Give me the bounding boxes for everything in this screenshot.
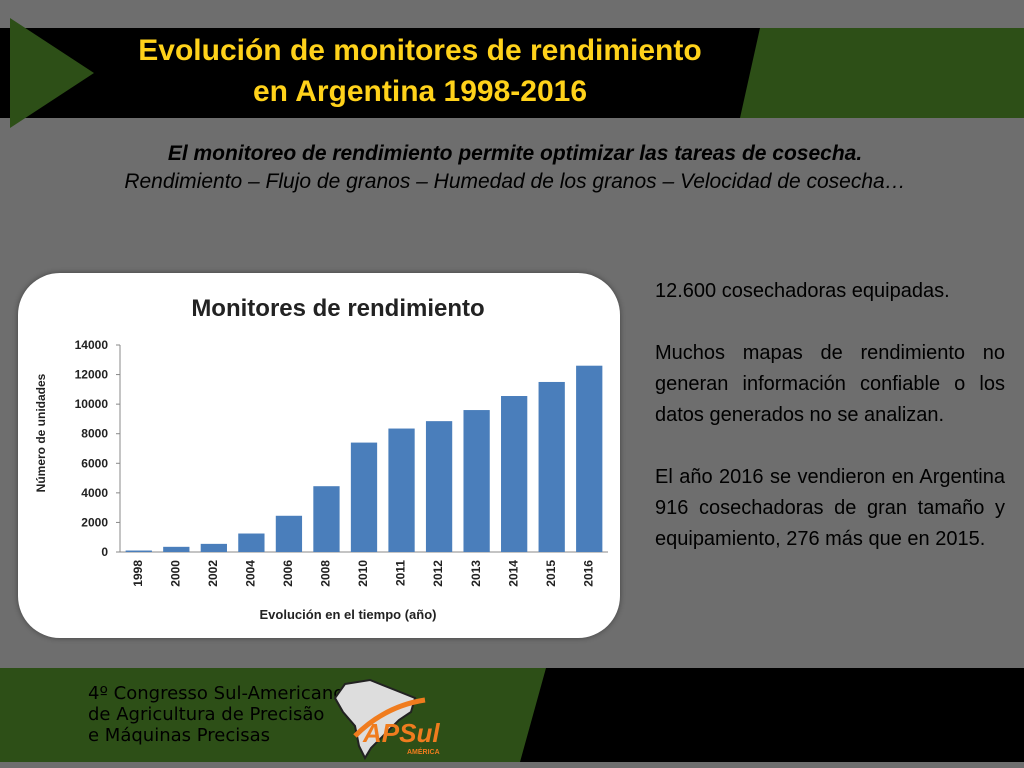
- footer-green-band: [0, 668, 560, 762]
- x-tick-label: 2000: [168, 560, 182, 587]
- y-axis-label: Número de unidades: [34, 373, 48, 492]
- x-tick-label: 2004: [244, 560, 258, 587]
- subtitle: El monitoreo de rendimiento permite opti…: [70, 140, 960, 196]
- title-line-2: en Argentina 1998-2016: [252, 75, 588, 108]
- x-tick-label: 2008: [319, 560, 333, 587]
- chart-card: Monitores de rendimiento Número de unida…: [18, 273, 620, 638]
- bar: [576, 365, 603, 552]
- subtitle-italic-line: Rendimiento – Flujo de granos – Humedad …: [124, 170, 906, 193]
- y-tick-label: 6000: [81, 456, 108, 470]
- bar: [238, 533, 265, 552]
- x-tick-label: 2016: [581, 560, 595, 587]
- x-tick-label: 2010: [356, 560, 370, 587]
- y-tick-label: 10000: [75, 397, 109, 411]
- y-tick-label: 12000: [75, 368, 109, 382]
- x-tick-label: 2011: [394, 560, 408, 586]
- bar-chart: Monitores de rendimiento Número de unida…: [34, 295, 608, 622]
- bar: [463, 410, 490, 552]
- apsul-logo: APSul AMÉRICA: [333, 678, 440, 761]
- x-tick-label: 2015: [544, 560, 558, 587]
- x-tick-label: 2012: [431, 560, 445, 587]
- side-paragraph-1: 12.600 cosechadoras equipadas.: [655, 280, 950, 302]
- logo-subtext: AMÉRICA: [407, 747, 440, 756]
- bar: [275, 515, 303, 552]
- bar: [350, 442, 378, 552]
- x-tick-label: 1998: [131, 560, 145, 587]
- header-green-band: [740, 28, 1024, 118]
- subtitle-bold-line: El monitoreo de rendimiento permite opti…: [167, 142, 863, 165]
- page-title: Evolución de monitores de rendimiento en…: [95, 30, 745, 112]
- congress-line-3: e Máquinas Precisas: [88, 725, 271, 746]
- y-tick-label: 4000: [81, 486, 108, 500]
- logo-swoosh-icon: [353, 697, 426, 738]
- bar: [538, 381, 565, 552]
- bar: [200, 543, 227, 552]
- bar: [501, 396, 528, 552]
- congress-line-2: de Agricultura de Precisão: [88, 704, 325, 725]
- bar: [125, 550, 152, 552]
- y-tick-label: 0: [101, 545, 108, 559]
- header-bar: [0, 28, 760, 118]
- y-tick-label: 8000: [81, 427, 108, 441]
- side-text: 12.600 cosechadoras equipadas. Muchos ma…: [655, 276, 1005, 586]
- bar: [425, 421, 453, 552]
- x-tick-label: 2013: [469, 560, 483, 587]
- congress-line-1: 4º Congresso Sul-Americano: [88, 683, 345, 704]
- side-paragraph-2: Muchos mapas de rendimiento no generan i…: [655, 342, 1005, 426]
- logo-text: APSul: [362, 718, 440, 748]
- title-line-1: Evolución de monitores de rendimiento: [138, 34, 702, 67]
- side-paragraph-3: El año 2016 se vendieron en Argentina 91…: [655, 466, 1005, 550]
- y-tick-label: 2000: [81, 515, 108, 529]
- bar: [163, 546, 190, 552]
- bar: [313, 486, 340, 552]
- footer-black-band: [520, 668, 1024, 762]
- x-tick-label: 2014: [506, 560, 520, 587]
- bar: [388, 428, 415, 552]
- x-tick-label: 2002: [206, 560, 220, 587]
- x-tick-label: 2006: [281, 560, 295, 587]
- y-tick-label: 14000: [75, 338, 109, 352]
- chart-title: Monitores de rendimiento: [191, 295, 484, 322]
- x-axis-label: Evolución en el tiempo (año): [260, 607, 437, 622]
- congress-name: 4º Congresso Sul-Americano de Agricultur…: [88, 683, 344, 746]
